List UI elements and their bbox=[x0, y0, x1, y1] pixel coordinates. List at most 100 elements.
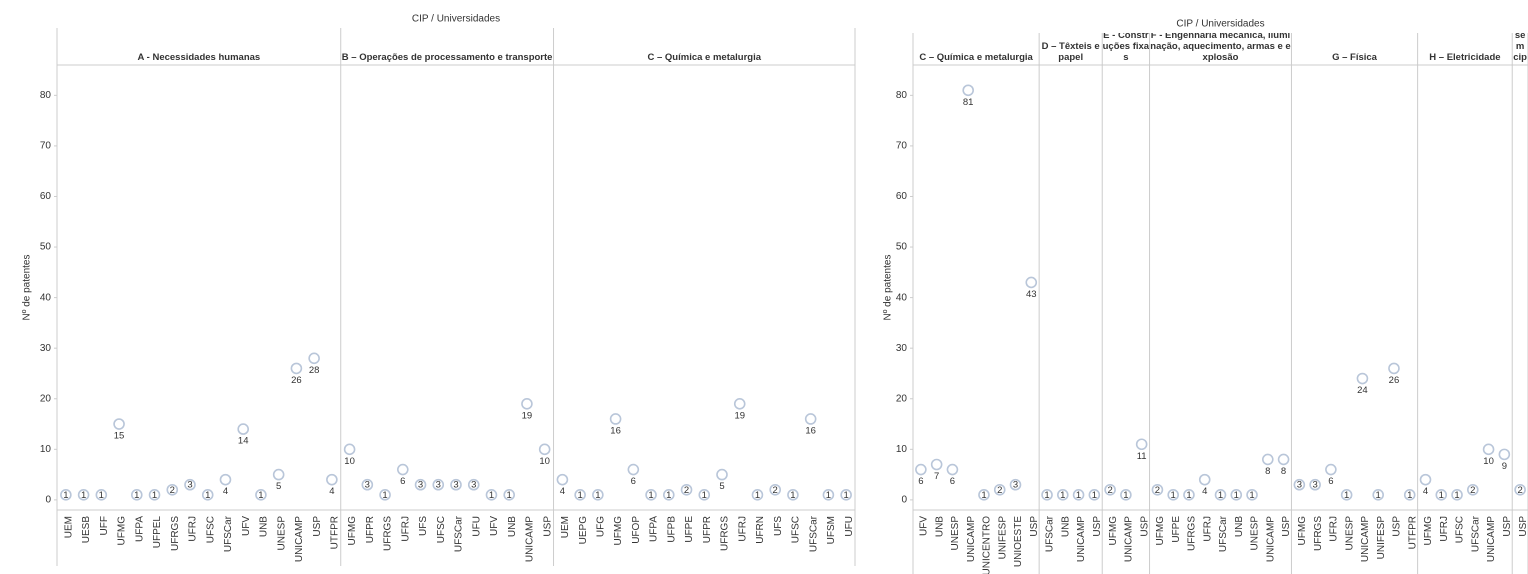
x-tick-label: UFG bbox=[596, 516, 607, 537]
facet-header: B – Operações de processamento e transpo… bbox=[341, 52, 553, 63]
x-tick-label: UFRJ bbox=[188, 516, 199, 542]
data-label: 1 bbox=[81, 490, 86, 501]
x-tick-label: USP bbox=[1392, 516, 1403, 537]
x-tick-label: UFV bbox=[489, 516, 500, 536]
data-point bbox=[1372, 489, 1384, 501]
data-label: 3 bbox=[1013, 480, 1018, 491]
x-tick-label: UFV bbox=[241, 516, 252, 536]
x-tick-label: UFSC bbox=[436, 516, 447, 543]
data-label: 3 bbox=[436, 480, 441, 491]
facet-header-box: H – Eletricidade bbox=[1429, 52, 1500, 63]
data-label: 1 bbox=[507, 490, 512, 501]
x-tick-label: UNIFESP bbox=[1376, 516, 1387, 560]
x-tick-label: UEM bbox=[64, 516, 75, 538]
x-tick-label: UESB bbox=[81, 516, 92, 544]
data-point bbox=[840, 489, 852, 501]
data-point bbox=[1041, 489, 1053, 501]
data-point bbox=[379, 489, 391, 501]
data-label: 10 bbox=[1483, 456, 1494, 467]
data-point bbox=[255, 489, 267, 501]
data-label: 5 bbox=[719, 481, 724, 492]
x-tick-label: UFRGS bbox=[170, 516, 181, 551]
data-point bbox=[450, 478, 462, 491]
x-tick-label: USP bbox=[1029, 516, 1040, 537]
data-point bbox=[609, 413, 622, 425]
data-label: 19 bbox=[522, 410, 533, 421]
x-tick-label: USP bbox=[1281, 516, 1292, 537]
x-tick-label: UTFPR bbox=[1407, 516, 1418, 549]
data-point bbox=[1246, 489, 1258, 501]
x-tick-label: USP bbox=[1518, 516, 1528, 537]
y-tick-label: 30 bbox=[40, 343, 52, 354]
data-point bbox=[680, 483, 693, 496]
x-tick-label: UFRGS bbox=[1187, 516, 1198, 551]
x-tick-label: USP bbox=[1139, 516, 1150, 537]
x-tick-label: USP bbox=[542, 516, 553, 537]
facet-header-box: E - Construções fixas bbox=[1103, 33, 1149, 63]
facet-header-box: C – Química e metalurgia bbox=[648, 52, 762, 63]
data-point bbox=[1277, 453, 1290, 466]
facet-header-box: B – Operações de processamento e transpo… bbox=[341, 52, 553, 63]
y-tick-label: 40 bbox=[896, 292, 908, 303]
data-label: 2 bbox=[997, 485, 1002, 496]
data-point bbox=[1104, 483, 1116, 496]
data-label: 1 bbox=[577, 490, 582, 501]
data-point bbox=[237, 423, 249, 435]
data-point bbox=[60, 489, 72, 501]
x-tick-label: UFRJ bbox=[1439, 516, 1450, 542]
data-label: 28 bbox=[309, 365, 320, 376]
data-label: 9 bbox=[1502, 461, 1507, 472]
data-point bbox=[1293, 478, 1306, 491]
x-tick-label: UFRGS bbox=[383, 516, 394, 551]
data-label: 1 bbox=[1376, 490, 1381, 501]
x-tick-label: USP bbox=[1092, 516, 1103, 537]
data-point bbox=[166, 483, 179, 496]
data-point bbox=[1120, 489, 1132, 501]
data-point bbox=[556, 473, 569, 486]
x-tick-label: UFRGS bbox=[720, 516, 731, 551]
data-point bbox=[521, 398, 533, 410]
y-tick-label: 50 bbox=[40, 242, 52, 253]
data-label: 10 bbox=[539, 456, 550, 467]
data-label: 4 bbox=[1202, 486, 1207, 497]
data-point bbox=[219, 473, 232, 486]
data-label: 2 bbox=[1470, 485, 1475, 496]
data-point bbox=[930, 458, 943, 471]
data-point bbox=[946, 463, 959, 476]
data-point bbox=[1057, 489, 1069, 501]
data-label: 8 bbox=[1281, 466, 1286, 477]
x-tick-label: UNESP bbox=[950, 516, 961, 551]
x-tick-label: UFU bbox=[471, 516, 482, 537]
data-label: 2 bbox=[773, 485, 778, 496]
data-point bbox=[1309, 478, 1321, 491]
x-tick-label: UEPG bbox=[578, 516, 589, 545]
data-point bbox=[201, 489, 214, 501]
data-point bbox=[1340, 489, 1353, 501]
data-label: 3 bbox=[418, 480, 423, 491]
data-point bbox=[1467, 483, 1479, 496]
data-point bbox=[1514, 483, 1526, 496]
data-label: 1 bbox=[152, 490, 157, 501]
data-point bbox=[1230, 489, 1243, 501]
data-point bbox=[1356, 372, 1369, 385]
data-label: 1 bbox=[843, 490, 848, 501]
data-point bbox=[77, 489, 90, 501]
data-label: 26 bbox=[1389, 375, 1400, 386]
data-label: 5 bbox=[276, 481, 281, 492]
data-label: 1 bbox=[1171, 490, 1176, 501]
data-point bbox=[1435, 489, 1448, 501]
x-tick-label: UFSCar bbox=[1218, 515, 1229, 552]
data-label: 1 bbox=[1186, 490, 1191, 501]
data-label: 1 bbox=[382, 490, 387, 501]
x-tick-label: UFOP bbox=[631, 516, 642, 544]
x-tick-label: UFS bbox=[418, 516, 429, 536]
data-point bbox=[627, 463, 640, 476]
data-point bbox=[343, 443, 356, 456]
data-point bbox=[769, 483, 782, 496]
x-tick-label: UNB bbox=[1060, 516, 1071, 537]
data-label: 1 bbox=[826, 490, 831, 501]
data-point bbox=[592, 489, 604, 501]
data-label: 4 bbox=[329, 486, 334, 497]
x-tick-label: UFSCar bbox=[223, 515, 234, 552]
data-point bbox=[148, 489, 161, 501]
